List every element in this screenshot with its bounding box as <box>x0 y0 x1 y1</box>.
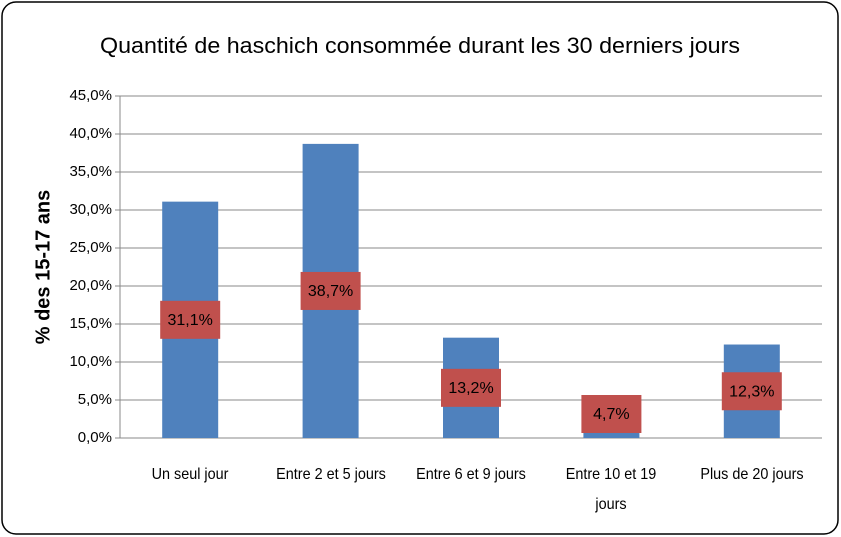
value-label-box <box>581 395 642 433</box>
x-tick-label: Un seul jour <box>151 466 229 483</box>
y-tick-label: 45,0% <box>69 87 112 104</box>
x-tick-label: Entre 6 et 9 jours <box>416 466 526 483</box>
y-tick-label: 30,0% <box>69 201 112 218</box>
value-label: 12,3% <box>729 383 774 400</box>
y-tick-label: 20,0% <box>69 277 112 294</box>
value-label: 4,7% <box>593 406 629 423</box>
value-label-box <box>441 368 501 407</box>
y-tick-label: 10,0% <box>69 353 112 370</box>
y-tick-label: 40,0% <box>69 125 112 142</box>
value-label-box <box>160 300 221 339</box>
value-label: 13,2% <box>448 380 493 397</box>
x-tick-label: Entre 10 et 19 jours <box>566 466 657 513</box>
value-label-box <box>721 372 782 411</box>
x-tick-label: Plus de 20 jours <box>700 466 804 483</box>
y-tick-label: 0,0% <box>78 429 112 446</box>
y-tick-label: 25,0% <box>69 239 112 256</box>
value-label: 31,1% <box>168 312 213 329</box>
value-label-box <box>300 271 361 310</box>
x-tick-label: Entre 2 et 5 jours <box>275 466 386 483</box>
chart-title: Quantité de haschich consommée durant le… <box>100 33 740 58</box>
value-label: 38,7% <box>308 283 353 300</box>
y-tick-label: 15,0% <box>69 315 112 332</box>
y-tick-label: 5,0% <box>78 391 112 408</box>
y-axis-label: % des 15-17 ans <box>32 190 54 345</box>
y-tick-label: 35,0% <box>69 163 112 180</box>
